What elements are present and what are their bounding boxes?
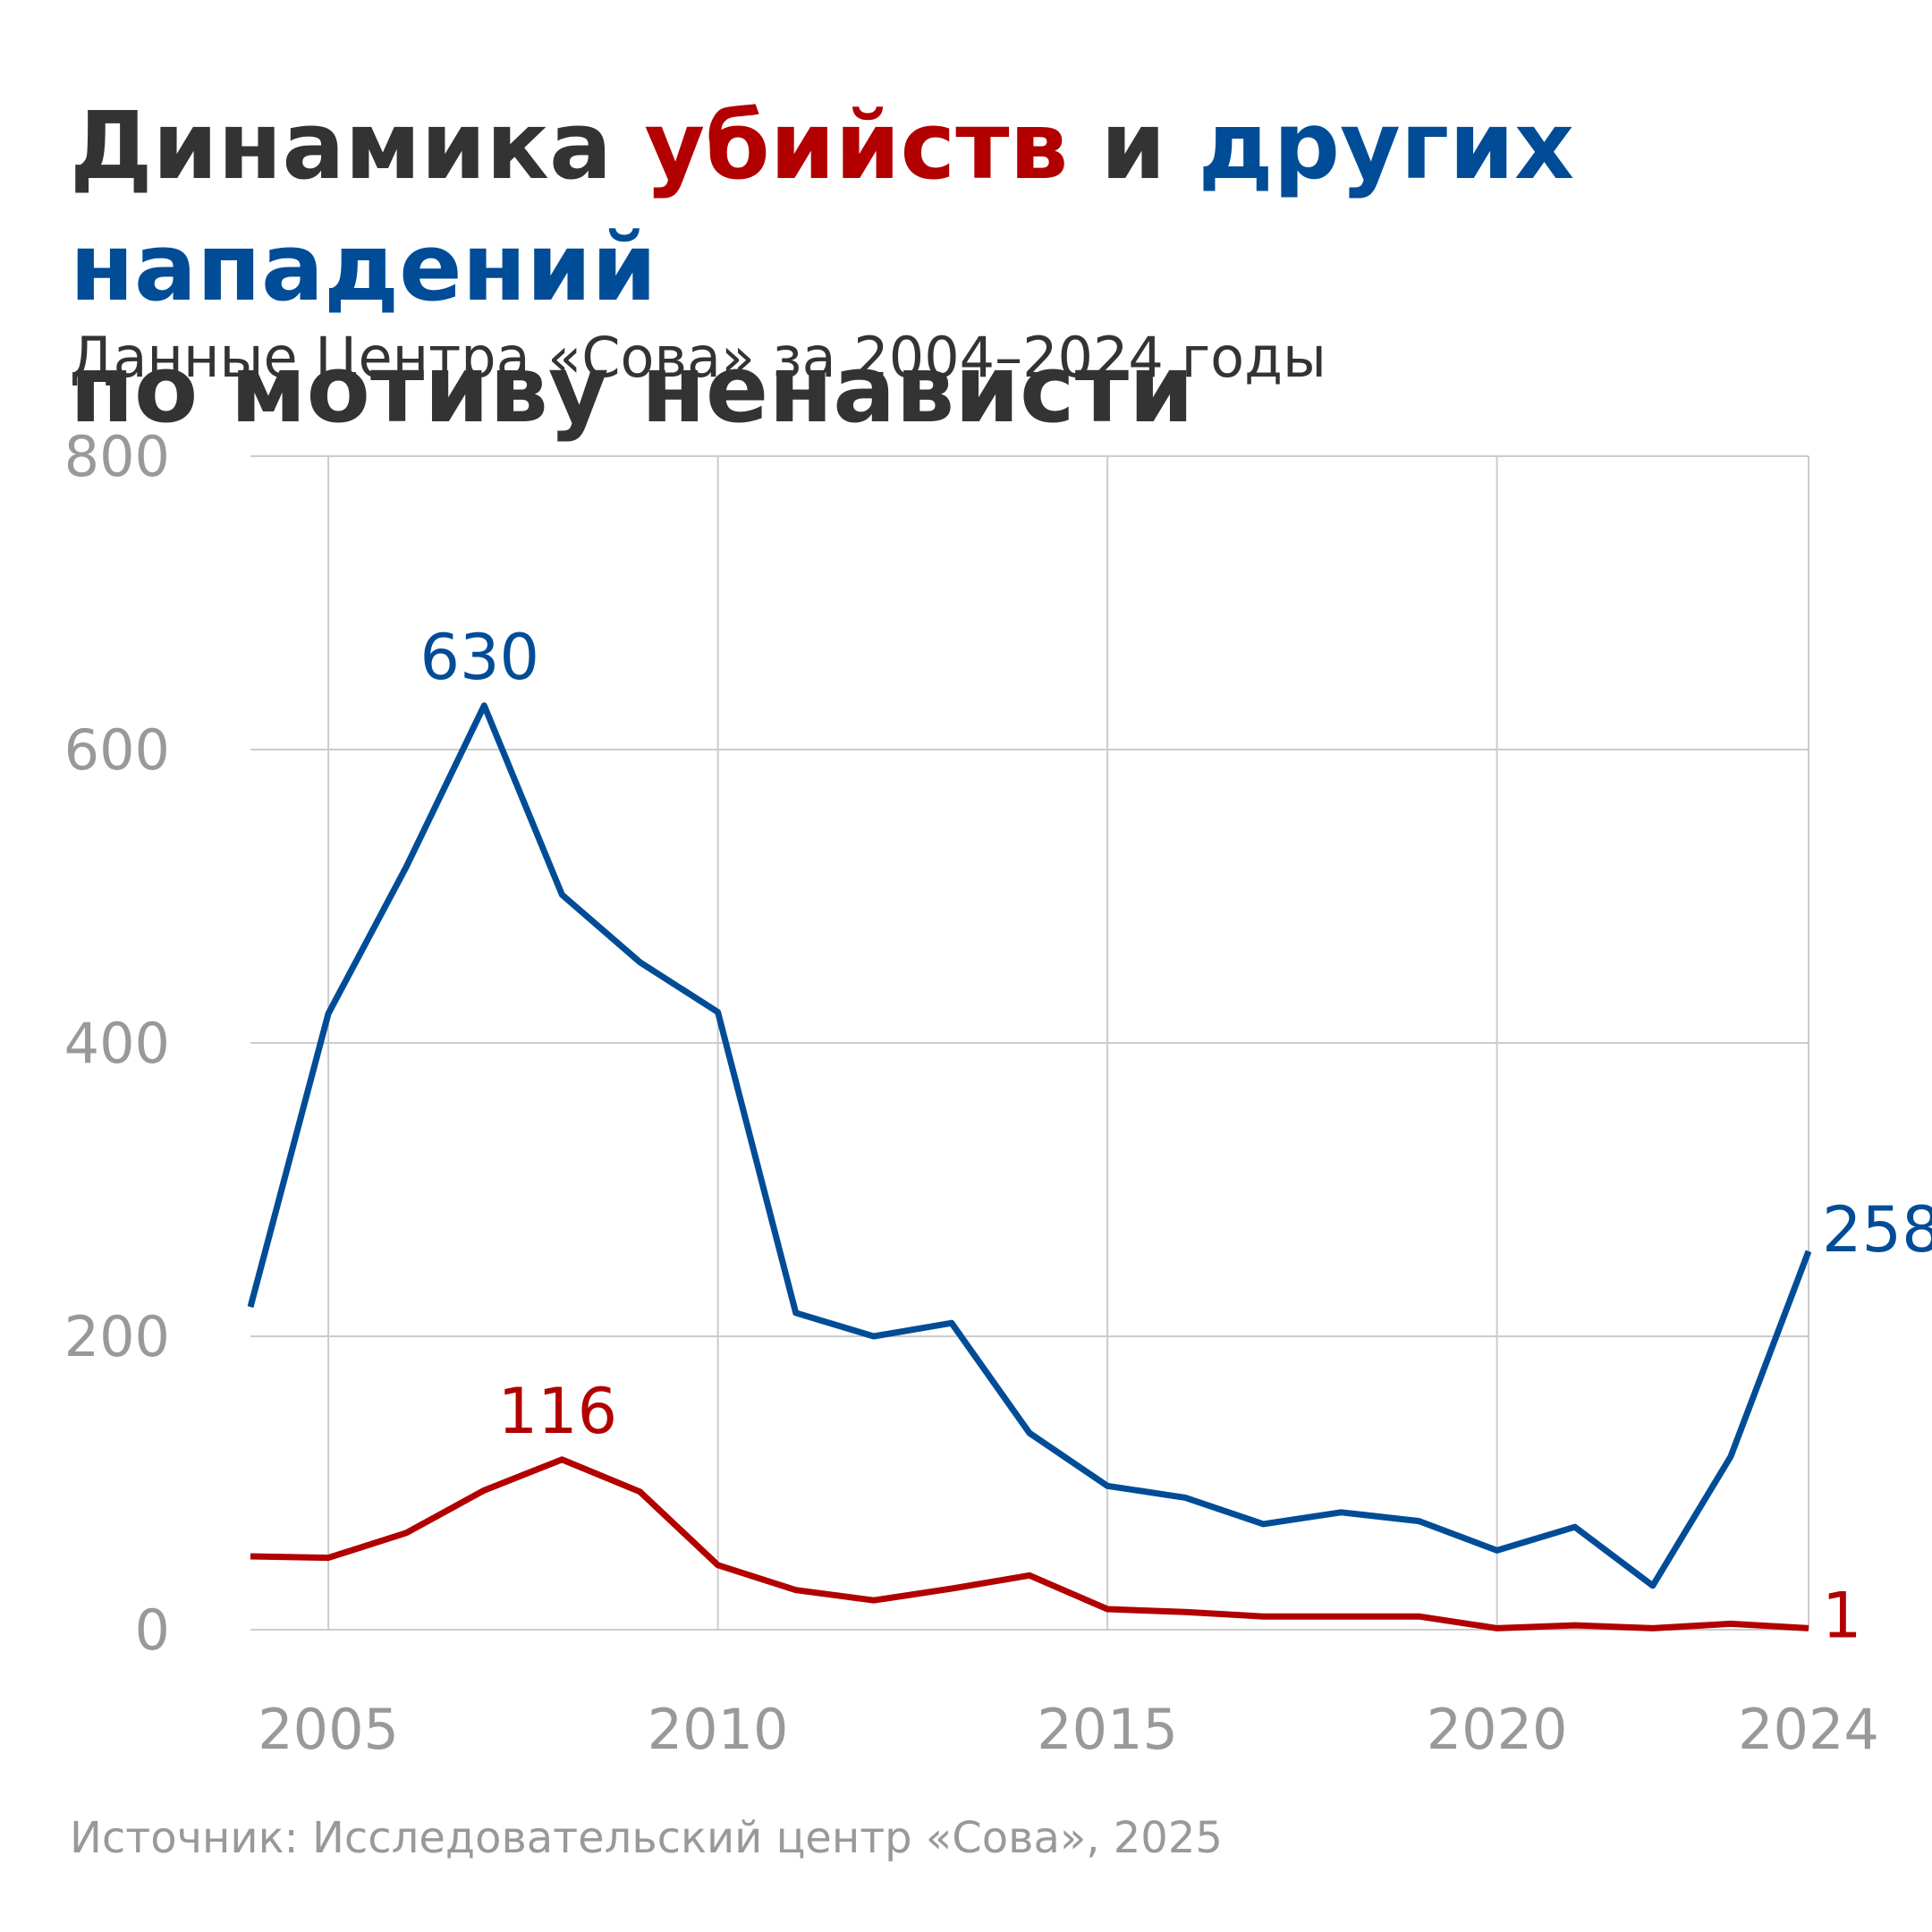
y-tick-label: 200 — [64, 1304, 170, 1369]
y-tick-label: 400 — [64, 1011, 170, 1076]
data-label: 116 — [498, 1375, 618, 1448]
x-tick-label: 2024 — [1738, 1697, 1879, 1762]
attacks-series-line — [247, 702, 1812, 1589]
x-axis-ticks: 2005 2010 2015 2020 2024 — [258, 1697, 1879, 1762]
series-lines — [247, 702, 1812, 1631]
data-label: 258 — [1822, 1193, 1932, 1267]
y-axis-ticks: 0 200 400 600 800 — [64, 424, 170, 1663]
x-tick-label: 2005 — [258, 1697, 399, 1762]
y-tick-label: 800 — [64, 424, 170, 489]
chart-title: Динамика убийств и других нападений по мо… — [70, 85, 1894, 450]
data-label: 630 — [419, 621, 539, 694]
title-killings: убийств — [644, 91, 1069, 200]
title-and: и — [1068, 91, 1199, 200]
data-label: 1 — [1822, 1579, 1862, 1652]
x-tick-label: 2010 — [648, 1697, 789, 1762]
y-tick-label: 0 — [135, 1597, 170, 1663]
source-note: Источник: Исследовательский центр «Сова»… — [70, 1813, 1223, 1863]
title-line-2: по мотиву ненависти — [70, 335, 1194, 444]
x-tick-label: 2015 — [1037, 1697, 1178, 1762]
data-labels: 630 258 116 1 — [419, 621, 1932, 1653]
title-attacks: других нападений — [70, 91, 1575, 322]
grid — [250, 455, 1809, 1631]
title-part-1: Динамика — [70, 91, 645, 200]
chart-subtitle: Данные Центра «Сова» за 2004–2024 годы — [70, 325, 1326, 390]
killings-series-line — [250, 1456, 1809, 1631]
x-tick-label: 2020 — [1427, 1697, 1568, 1762]
y-tick-label: 600 — [64, 717, 170, 783]
